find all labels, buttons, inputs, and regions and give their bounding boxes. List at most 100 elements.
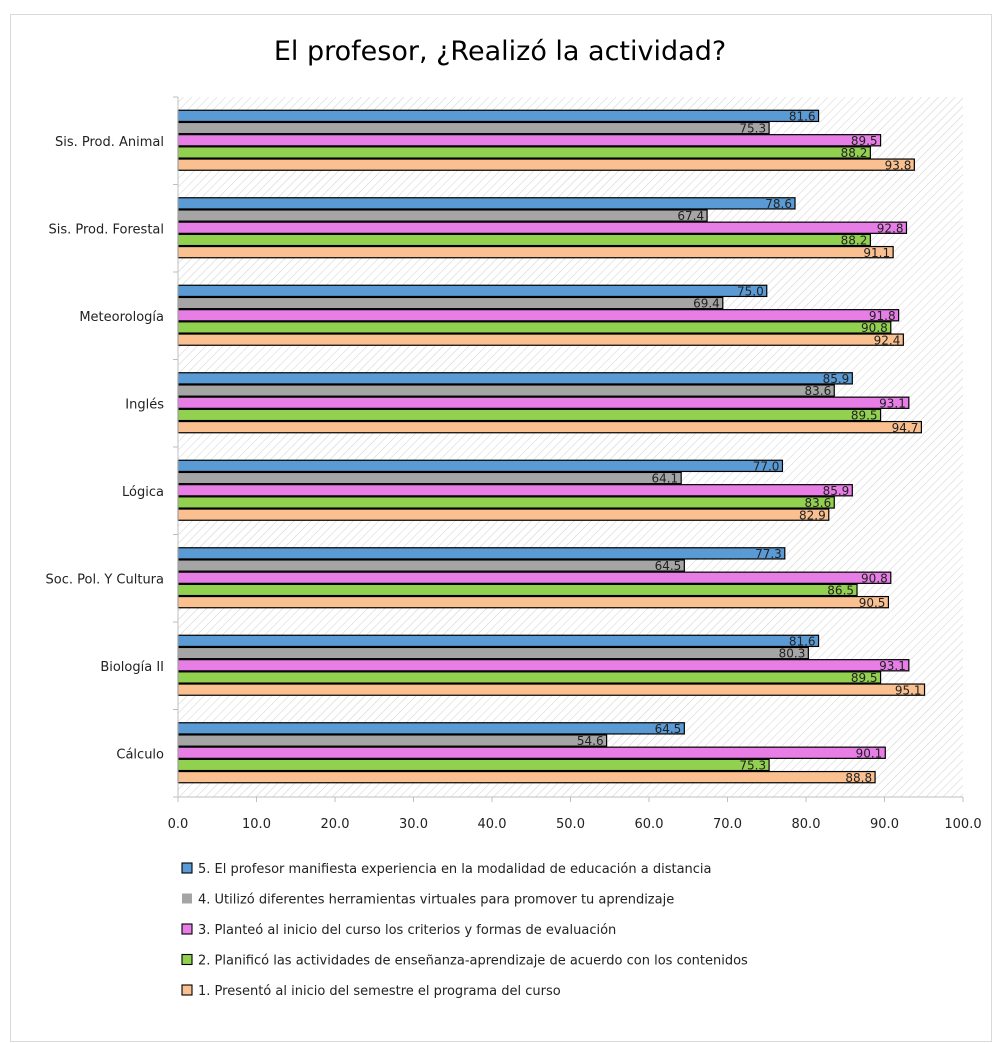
bar [177,734,608,747]
bar [177,571,892,584]
bar [177,559,685,572]
value-tick-label: 50.0 [556,817,585,832]
bar-value-label: 81.6 [789,634,816,648]
bar-value-label: 85.9 [823,372,850,386]
bar [177,245,894,259]
bar-value-label: 88.2 [841,146,868,160]
legend-label: 2. Planificó las actividades de enseñanz… [198,954,748,969]
bar-value-label: 83.6 [805,496,832,510]
bar-value-label: 80.3 [779,647,806,661]
bar [177,209,708,222]
value-tick-label: 0.0 [168,817,189,832]
legend-label: 5. El profesor manifiesta experiencia en… [198,862,712,877]
bar-value-label: 93.1 [879,396,906,410]
bar [177,746,886,759]
bar-value-label: 83.6 [805,384,832,398]
category-label: Biología II [100,660,164,675]
value-axis: 0.0 10.0 20.0 30.0 40.0 50.0 60.0 70.0 80.0 90.0 1… [168,796,982,832]
bar [177,158,915,171]
bar-value-label: 69.4 [693,297,720,311]
bar-value-label: 92.4 [874,333,901,347]
bar-value-label: 54.6 [577,734,604,748]
bar [177,459,784,473]
bar-value-label: 75.0 [737,284,764,298]
value-tick-label: 60.0 [635,817,664,832]
category-label: Sis. Prod. Forestal [48,222,164,237]
bar-value-label: 94.7 [892,421,919,435]
bar [177,583,858,597]
bar-value-label: 90.8 [861,571,888,585]
bar-value-label: 91.8 [869,309,896,323]
category-label: Sis. Prod. Animal [55,135,164,150]
bar-value-label: 82.9 [799,508,826,522]
value-tick-label: 100.0 [944,817,981,832]
value-tick-label: 10.0 [242,817,271,832]
legend-label: 1. Presentó al inicio del semestre el pr… [198,984,561,999]
legend-swatch [181,923,193,935]
bar-value-label: 86.5 [827,584,854,598]
legend-label: 3. Planteó al inicio del curso los crite… [198,923,616,938]
bar-value-label: 85.9 [823,484,850,498]
bar [177,646,809,660]
bar [177,508,830,521]
bar [177,284,768,298]
legend-label: 4. Utilizó diferentes herramientas virtu… [198,893,674,908]
category-axis: Sis. Prod. Animal Sis. Prod. Forestal Mete… [46,96,179,798]
bar [177,634,820,648]
bar [177,309,900,322]
bar [177,484,853,497]
bar [177,722,685,735]
category-label: Soc. Pol. Y Cultura [46,572,164,587]
bar-value-label: 89.5 [851,409,878,423]
chart-title: El profesor, ¿Realizó la actividad? [274,36,726,67]
bar-value-label: 95.1 [895,683,922,697]
category-label: Lógica [122,485,164,500]
bar-value-label: 90.8 [861,321,888,335]
bar-value-label: 64.1 [651,472,678,486]
legend-swatch [181,862,193,874]
bar [177,595,890,609]
bar [177,496,835,509]
category-label: Inglés [125,397,164,412]
value-tick-label: 40.0 [478,817,507,832]
bar [177,683,926,696]
bar [177,121,770,135]
bar [177,471,682,485]
bar-value-label: 89.5 [851,134,878,148]
bar [177,197,796,210]
bar [177,221,908,234]
bar [177,384,835,397]
value-tick-label: 90.0 [870,817,899,832]
category-label: Meteorología [79,310,164,325]
bar-value-label: 90.5 [859,596,886,610]
bar-value-label: 88.2 [841,234,868,248]
bar-value-label: 75.3 [739,122,766,136]
value-tick-label: 30.0 [399,817,428,832]
bar [177,659,910,672]
bar [177,396,910,409]
bar-value-label: 93.8 [885,158,912,172]
bar-value-label: 92.8 [877,221,904,235]
bar-value-label: 77.3 [755,547,782,561]
bar [177,146,871,159]
bar [177,547,786,560]
bar [177,109,820,123]
bar [177,321,892,334]
value-tick-label: 80.0 [792,817,821,832]
category-label: Cálculo [116,747,164,762]
bar [177,770,876,784]
bar-value-label: 93.1 [879,659,906,673]
legend-swatch [181,984,193,996]
legend: 5. El profesor manifiesta experiencia en… [181,862,748,999]
bar [177,372,853,385]
bar-value-label: 64.5 [655,559,682,573]
bar-value-label: 91.1 [863,246,890,260]
bar-value-label: 88.8 [845,771,872,785]
bar [177,134,882,147]
bar-value-label: 77.0 [753,459,780,473]
bar-value-label: 75.3 [739,759,766,773]
bar [177,671,882,684]
bar [177,333,904,346]
bar [177,420,922,434]
